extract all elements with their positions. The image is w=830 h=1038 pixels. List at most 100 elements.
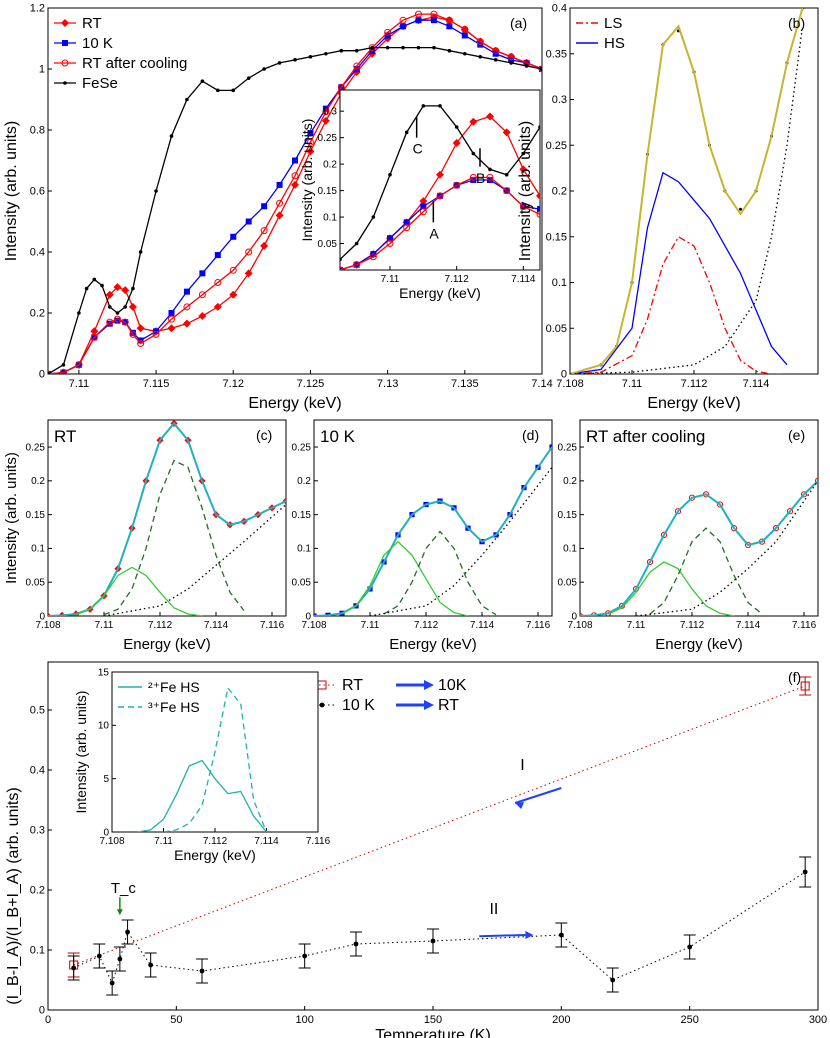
series-²⁺Fe-HS xyxy=(137,759,268,832)
y-tick-label: 0.2 xyxy=(30,308,45,320)
x-tick-label: 7.11 xyxy=(69,378,90,390)
x-axis-label: Energy (keV) xyxy=(647,395,740,412)
data-point xyxy=(324,51,328,56)
data-point xyxy=(478,55,483,59)
y-tick-label: 0.1 xyxy=(30,945,45,957)
data-point xyxy=(277,61,282,65)
data-point xyxy=(319,702,325,708)
data-point xyxy=(452,138,461,147)
data-point xyxy=(246,76,251,80)
data-point xyxy=(90,333,98,341)
data-point xyxy=(353,62,361,70)
data-point xyxy=(276,181,283,188)
x-tick-label: 7.108 xyxy=(35,620,60,631)
data-point xyxy=(716,501,724,508)
y-tick-label: 0.25 xyxy=(558,442,578,453)
panel-d: 7.108 7.11 7.112 7.114 7.116 0 0.05 0.1 0.15 0.2 0… xyxy=(292,419,553,653)
data-point xyxy=(786,508,794,515)
panel-title: 10 K xyxy=(320,427,356,446)
y-tick-label: 0.15 xyxy=(558,510,578,521)
data-point xyxy=(199,270,206,277)
legend-entry: ²⁺Fe HS xyxy=(148,679,200,695)
data-point xyxy=(114,317,121,324)
data-point xyxy=(136,324,145,333)
x-tick-label: 7.115 xyxy=(143,378,170,390)
data-point xyxy=(430,17,437,24)
data-point xyxy=(275,211,284,220)
data-point xyxy=(419,208,427,216)
data-point xyxy=(109,980,115,986)
data-point xyxy=(339,48,344,53)
y-tick-label: 0 xyxy=(39,369,45,381)
data-point xyxy=(292,157,298,164)
data-point xyxy=(370,45,374,50)
data-point xyxy=(182,319,191,328)
legend: RT 10K 10 K RT xyxy=(310,677,467,714)
series-line xyxy=(103,459,245,616)
data-point xyxy=(306,138,314,146)
data-point xyxy=(353,941,359,947)
data-point xyxy=(436,170,444,179)
x-tick-label: 7.114 xyxy=(470,620,495,631)
data-point xyxy=(293,58,297,62)
series-fit xyxy=(580,480,818,616)
legend: LS HS xyxy=(576,15,625,52)
data-point xyxy=(131,286,135,291)
data-point xyxy=(646,558,654,566)
data-point xyxy=(61,19,69,27)
annotation-label: II xyxy=(489,901,498,918)
series-line xyxy=(383,530,497,616)
data-point xyxy=(167,324,176,333)
y-tick-label: 0.15 xyxy=(546,231,567,243)
data-point xyxy=(537,206,540,213)
data-point xyxy=(260,241,269,250)
series-line xyxy=(163,686,268,832)
data-point xyxy=(446,23,453,30)
legend-entry: RT xyxy=(342,677,363,694)
x-axis-label: Energy (keV) xyxy=(174,847,256,863)
data-point xyxy=(432,45,436,50)
data-point xyxy=(113,315,121,323)
annotation-label: T_c xyxy=(111,880,137,897)
data-point xyxy=(100,283,104,288)
data-point xyxy=(492,47,500,55)
x-tick-label: 150 xyxy=(424,1014,442,1026)
x-tick-label: 7.114 xyxy=(511,274,536,285)
data-point xyxy=(469,173,477,181)
series-LS xyxy=(570,235,787,374)
annotation-arrow xyxy=(479,934,526,938)
data-point xyxy=(476,38,484,46)
data-point xyxy=(125,929,130,935)
y-tick-label: 0.25 xyxy=(26,442,46,453)
x-tick-label: 7.116 xyxy=(260,620,285,631)
y-axis-label: (I_B-I_A)/(I_B+I_A) (arb. units) xyxy=(5,787,22,1004)
data-point xyxy=(123,305,127,309)
data-point xyxy=(403,219,410,226)
y-tick-label: 0 xyxy=(571,611,577,622)
y-tick-label: 0.8 xyxy=(30,125,45,137)
y-tick-label: 15 xyxy=(98,667,110,678)
data-point xyxy=(488,167,492,172)
data-point xyxy=(399,16,407,24)
y-tick-label: 0.05 xyxy=(558,578,578,589)
data-point xyxy=(469,117,478,126)
series-FeSe xyxy=(48,45,542,374)
data-point xyxy=(115,311,120,315)
data-point xyxy=(245,218,252,225)
series-³⁺Fe-HS xyxy=(163,686,268,832)
x-tick-label: 7.125 xyxy=(297,378,325,390)
y-tick-label: 0 xyxy=(561,369,567,381)
x-tick-label: 100 xyxy=(295,1014,313,1026)
data-point xyxy=(229,266,237,274)
series-edge xyxy=(103,503,286,616)
data-point xyxy=(154,189,158,193)
data-point xyxy=(314,613,317,616)
data-point xyxy=(244,269,253,278)
series-peak-A xyxy=(341,540,469,616)
x-tick-label: 7.116 xyxy=(792,620,817,631)
y-tick-label: 0.1 xyxy=(31,544,45,555)
legend-entry: ³⁺Fe HS xyxy=(148,699,200,715)
annotation-arrowhead xyxy=(116,909,123,916)
data-point xyxy=(524,64,529,68)
y-tick-label: 1 xyxy=(39,64,45,76)
